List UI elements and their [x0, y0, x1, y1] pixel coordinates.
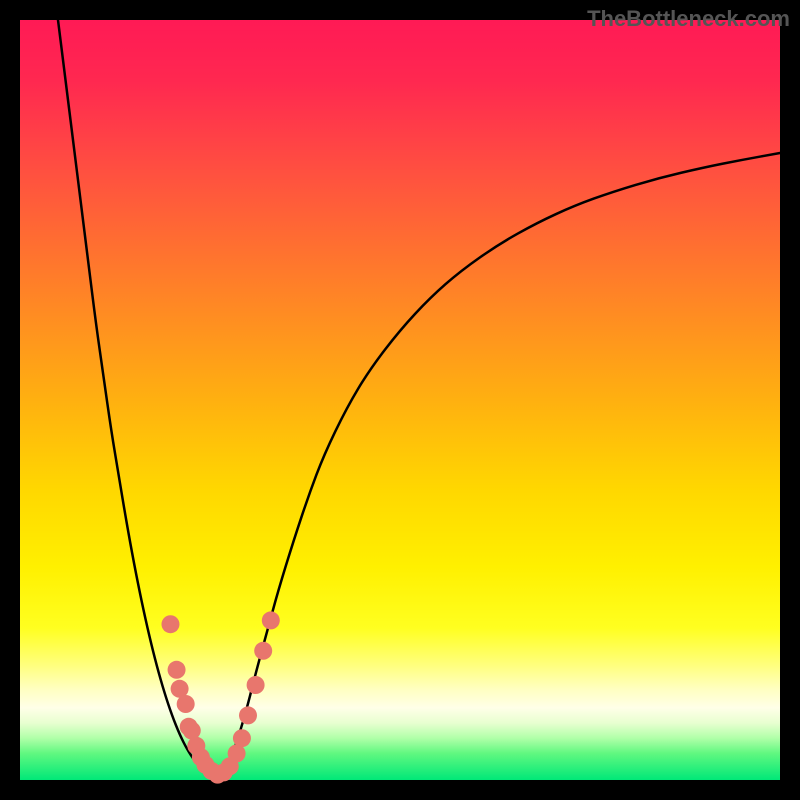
data-marker: [183, 722, 201, 740]
data-marker: [254, 642, 272, 660]
data-marker: [233, 729, 251, 747]
watermark-text: TheBottleneck.com: [587, 6, 790, 32]
data-marker: [177, 695, 195, 713]
data-marker: [247, 676, 265, 694]
bottleneck-chart: [0, 0, 800, 800]
data-marker: [161, 615, 179, 633]
chart-background: [20, 20, 780, 780]
data-marker: [262, 611, 280, 629]
data-marker: [239, 706, 257, 724]
data-marker: [168, 661, 186, 679]
chart-container: TheBottleneck.com: [0, 0, 800, 800]
